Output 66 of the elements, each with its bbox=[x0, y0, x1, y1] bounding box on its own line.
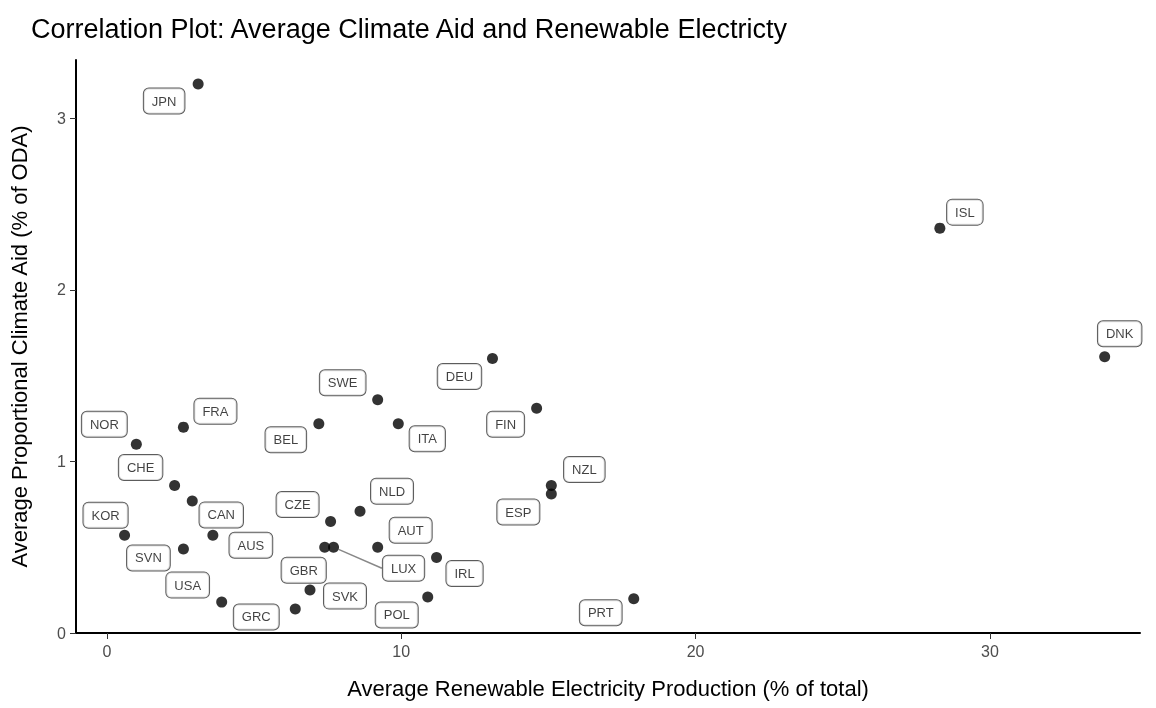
y-tick-label: 0 bbox=[57, 624, 67, 642]
point bbox=[486, 353, 498, 365]
point bbox=[372, 394, 384, 406]
point bbox=[422, 591, 434, 603]
point bbox=[177, 543, 189, 555]
point bbox=[372, 541, 384, 553]
y-tick-label: 1 bbox=[57, 452, 67, 470]
data-label: SVN bbox=[135, 550, 162, 566]
data-label: POL bbox=[383, 607, 410, 623]
x-tick-label: 30 bbox=[980, 642, 999, 660]
point bbox=[531, 402, 543, 414]
data-label: NLD bbox=[379, 483, 406, 499]
data-label: GBR bbox=[289, 562, 318, 578]
data-label: SVK bbox=[331, 588, 359, 604]
point bbox=[289, 603, 301, 615]
x-axis-title: Average Renewable Electricity Production (% of total) bbox=[347, 675, 869, 701]
point bbox=[119, 529, 131, 541]
point bbox=[934, 222, 946, 234]
point bbox=[313, 418, 325, 430]
y-axis-title: Average Proportional Climate Aid (% of ODA) bbox=[6, 125, 32, 568]
data-label: AUT bbox=[397, 522, 424, 538]
point bbox=[304, 584, 316, 596]
point bbox=[207, 529, 219, 541]
point bbox=[325, 515, 337, 527]
point bbox=[169, 479, 181, 491]
chart-title: Correlation Plot: Average Climate Aid and Renewable Electricty bbox=[31, 13, 788, 44]
data-label: DEU bbox=[445, 369, 474, 385]
x-tick-label: 0 bbox=[102, 642, 112, 660]
data-label: IRL bbox=[454, 566, 475, 582]
point bbox=[328, 541, 340, 553]
point bbox=[192, 78, 204, 90]
point bbox=[1099, 351, 1111, 363]
data-label: ISL bbox=[955, 204, 975, 220]
data-label: GRC bbox=[241, 609, 271, 625]
point bbox=[431, 552, 443, 564]
point bbox=[392, 418, 404, 430]
point bbox=[319, 541, 331, 553]
data-label: ESP bbox=[505, 504, 532, 520]
point bbox=[545, 488, 557, 500]
point bbox=[354, 505, 366, 517]
y-tick-label: 2 bbox=[57, 281, 67, 299]
data-label: KOR bbox=[91, 507, 120, 523]
data-label: CZE bbox=[284, 496, 311, 512]
point bbox=[177, 421, 189, 433]
data-label: CAN bbox=[207, 507, 235, 523]
x-tick-label: 10 bbox=[392, 642, 411, 660]
data-label: DNK bbox=[1105, 326, 1134, 342]
data-label: LUX bbox=[390, 560, 417, 576]
data-label: AUS bbox=[237, 537, 265, 553]
data-label: NZL bbox=[572, 461, 597, 477]
data-label: USA bbox=[174, 577, 202, 593]
data-label: SWE bbox=[327, 375, 358, 391]
data-label: FRA bbox=[202, 403, 229, 419]
x-tick-label: 20 bbox=[686, 642, 705, 660]
y-tick-label: 3 bbox=[57, 109, 67, 127]
data-label: JPN bbox=[151, 93, 177, 109]
data-label: CHE bbox=[126, 459, 155, 475]
point bbox=[186, 495, 198, 507]
data-label: FIN bbox=[495, 416, 517, 432]
point bbox=[628, 593, 640, 605]
data-label: ITA bbox=[417, 431, 438, 447]
point bbox=[216, 596, 228, 608]
data-label: NOR bbox=[89, 416, 119, 432]
data-label: BEL bbox=[273, 432, 299, 448]
data-label: PRT bbox=[587, 605, 614, 621]
point bbox=[130, 438, 142, 450]
